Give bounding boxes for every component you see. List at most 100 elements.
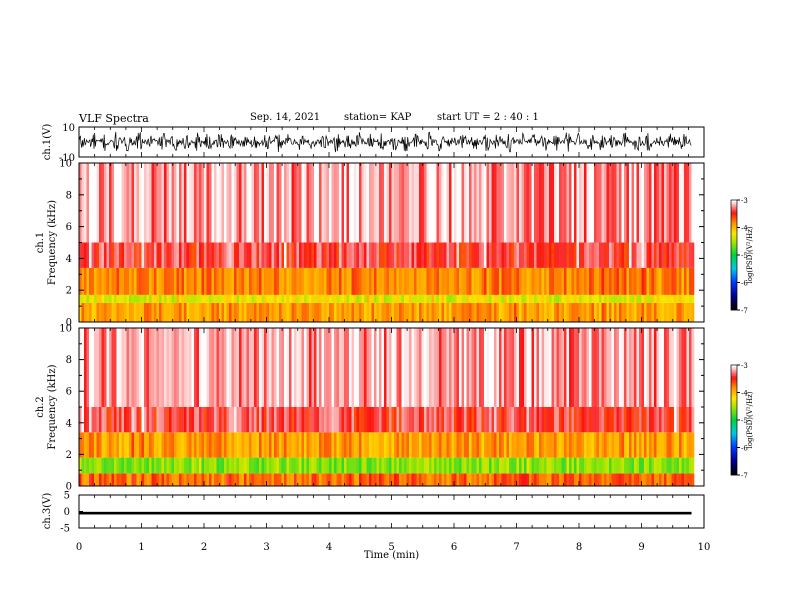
spectrogram-cell: [109, 242, 112, 268]
spectrogram-cell: [279, 267, 282, 295]
spectrogram-cell: [221, 267, 225, 295]
spectrogram-cell: [601, 302, 605, 322]
spectrogram-cell: [504, 267, 507, 295]
spectrogram-cell: [516, 242, 520, 268]
spectrogram-cell: [576, 163, 580, 243]
spectrogram-cell: [321, 163, 325, 243]
spectrogram-cell: [241, 432, 245, 458]
spectrogram-cell: [384, 163, 387, 243]
spectrogram-cell: [589, 302, 592, 322]
spectrogram-cell: [606, 432, 610, 458]
spectrogram-cell: [616, 407, 620, 433]
spectrogram-cell: [156, 457, 160, 474]
spectrogram-cell: [536, 295, 540, 303]
spectrogram-cell: [151, 163, 155, 243]
spectrogram-cell: [351, 242, 355, 268]
spectrogram-cell: [529, 302, 532, 322]
spectrogram-cell: [374, 163, 377, 243]
spectrogram-cell: [91, 302, 95, 322]
spectrogram-cell: [236, 163, 240, 243]
spectrogram-cell: [456, 295, 460, 303]
ch2-spectrogram-ytick-label: 0: [66, 482, 72, 493]
spectrogram-cell: [569, 473, 572, 486]
spectrogram-cell: [304, 302, 307, 322]
spectrogram-cell: [336, 328, 340, 407]
spectrogram-cell: [219, 242, 222, 268]
spectrogram-cell: [271, 267, 275, 295]
ch1-spectrogram-ytick-label: 8: [66, 190, 72, 201]
spectrogram-cell: [419, 407, 422, 433]
spectrogram-cell: [199, 407, 202, 433]
spectrogram-cell: [206, 163, 210, 243]
spectrogram-cell: [331, 328, 335, 407]
spectrogram-cell: [686, 242, 690, 268]
spectrogram-cell: [344, 163, 347, 243]
spectrogram-cell: [236, 407, 240, 433]
spectrogram-cell: [461, 457, 465, 474]
spectrogram-cell: [211, 295, 215, 303]
spectrogram-cell: [216, 328, 220, 407]
spectrogram-cell: [549, 295, 552, 303]
spectrogram-cell: [409, 242, 412, 268]
spectrogram-cell: [164, 242, 167, 268]
spectrogram-cell: [321, 473, 325, 486]
spectrogram-cell: [139, 242, 142, 268]
spectrogram-cell: [634, 302, 637, 322]
spectrogram-cell: [169, 457, 172, 474]
spectrogram-cell: [374, 432, 377, 458]
spectrogram-cell: [521, 242, 525, 268]
spectrogram-cell: [186, 457, 190, 474]
spectrogram-cell: [119, 457, 122, 474]
spectrogram-cell: [346, 163, 350, 243]
spectrogram-cell: [184, 457, 187, 474]
spectrogram-cell: [516, 295, 520, 303]
spectrogram-cell: [384, 407, 387, 433]
spectrogram-cell: [569, 242, 572, 268]
spectrogram-cell: [644, 457, 647, 474]
spectrogram-cell: [439, 328, 442, 407]
spectrogram-cell: [264, 302, 267, 322]
spectrogram-cell: [656, 432, 660, 458]
spectrogram-cell: [106, 267, 110, 295]
spectrogram-cell: [601, 242, 605, 268]
spectrogram-cell: [546, 473, 550, 486]
spectrogram-cell: [596, 328, 600, 407]
spectrogram-cell: [236, 267, 240, 295]
spectrogram-cell: [659, 163, 662, 243]
spectrogram-cell: [314, 328, 317, 407]
spectrogram-cell: [424, 407, 427, 433]
ch1-spectrogram-colorbar-cell: [731, 247, 737, 250]
spectrogram-cell: [514, 295, 517, 303]
spectrogram-cell: [389, 267, 392, 295]
spectrogram-cell: [551, 242, 555, 268]
spectrogram-cell: [159, 432, 162, 458]
ch2-spectrogram-colorbar-cell: [731, 407, 737, 410]
spectrogram-cell: [384, 328, 387, 407]
spectrogram-cell: [296, 432, 300, 458]
ch2-spectrogram-colorbar-cell: [731, 451, 737, 454]
spectrogram-cell: [431, 473, 435, 486]
spectrogram-cell: [389, 432, 392, 458]
spectrogram-cell: [536, 473, 540, 486]
spectrogram-cell: [459, 407, 462, 433]
spectrogram-cell: [354, 473, 357, 486]
spectrogram-cell: [649, 295, 652, 303]
spectrogram-cell: [179, 163, 182, 243]
spectrogram-cell: [499, 457, 502, 474]
spectrogram-cell: [591, 267, 595, 295]
spectrogram-cell: [531, 457, 535, 474]
spectrogram-cell: [589, 295, 592, 303]
ch1-spectrogram-ytick-label: 4: [66, 254, 72, 265]
spectrogram-cell: [251, 328, 255, 407]
spectrogram-cell: [86, 457, 90, 474]
spectrogram-cell: [356, 407, 360, 433]
spectrogram-cell: [89, 432, 92, 458]
spectrogram-cell: [216, 295, 220, 303]
spectrogram-cell: [194, 242, 197, 268]
spectrogram-cell: [606, 242, 610, 268]
spectrogram-cell: [369, 242, 372, 268]
spectrogram-cell: [651, 432, 655, 458]
spectrogram-cell: [611, 267, 615, 295]
spectrogram-cell: [216, 473, 220, 486]
spectrogram-cell: [601, 457, 605, 474]
